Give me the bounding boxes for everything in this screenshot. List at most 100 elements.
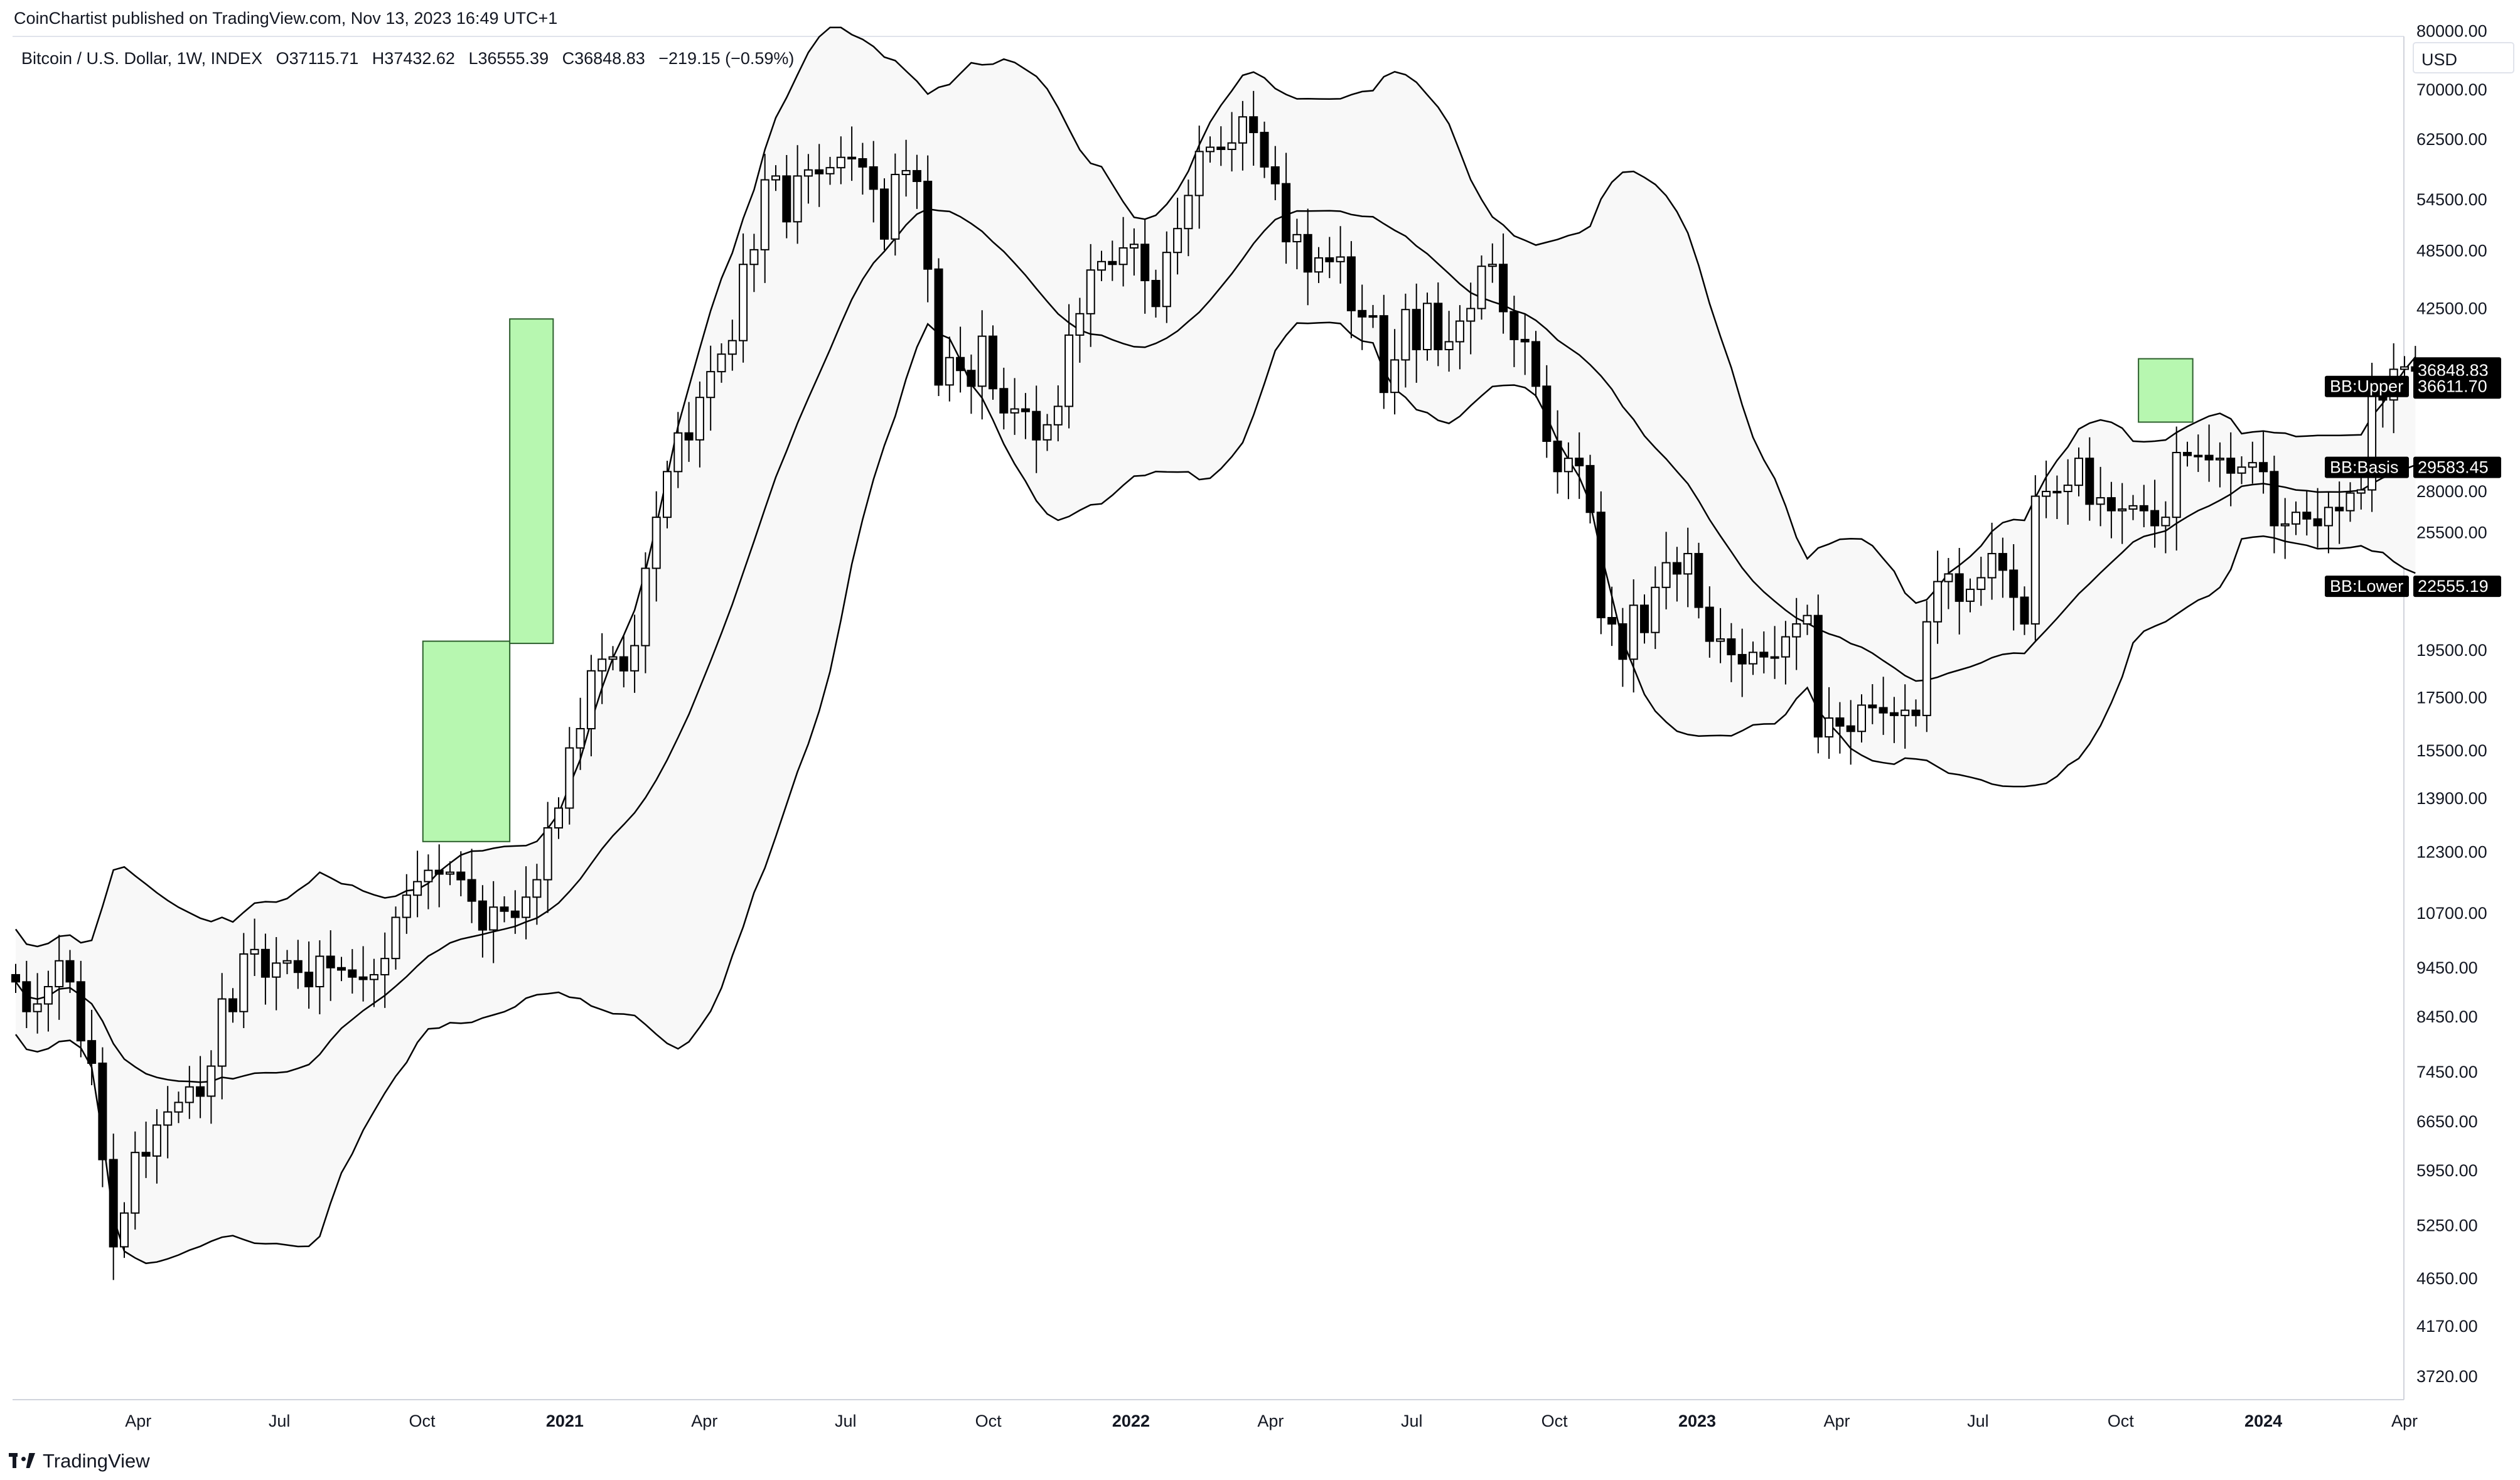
- candle-down: [1499, 264, 1508, 313]
- candle-down: [2009, 569, 2019, 598]
- candle-up: [1651, 586, 1660, 633]
- highlight-box: [422, 640, 511, 842]
- legend-high-label: H: [372, 49, 385, 68]
- candle-up: [489, 906, 498, 931]
- time-tick-label: Apr: [1823, 1412, 1850, 1430]
- legend-close-label: C: [562, 49, 575, 68]
- time-tick-label: Jul: [269, 1412, 291, 1430]
- price-tick-label: 28000.00: [2416, 482, 2487, 501]
- candle-up: [1336, 256, 1345, 262]
- candle-up: [2128, 505, 2138, 510]
- candle-up: [1770, 656, 1779, 659]
- candle-down: [1542, 385, 1552, 442]
- candle-up: [1825, 717, 1834, 737]
- candle-up: [717, 353, 726, 373]
- footer-brand[interactable]: TradingView: [9, 1450, 150, 1472]
- bb-basis-value: 29583.45: [2418, 458, 2489, 477]
- candle-up: [727, 340, 737, 355]
- candle-up: [706, 371, 716, 399]
- price-tick-label: 4170.00: [2416, 1317, 2478, 1336]
- candle-up: [739, 264, 748, 341]
- candle-up: [793, 175, 802, 223]
- candle-down: [76, 981, 85, 1042]
- candle-up: [1292, 233, 1302, 243]
- bb-basis-line: [14, 208, 2416, 1083]
- price-tick-label: 42500.00: [2416, 299, 2487, 318]
- candle-up: [803, 169, 813, 177]
- candle-down: [1346, 256, 1356, 311]
- candle-up: [565, 747, 574, 809]
- candle-up: [891, 173, 900, 240]
- candle-up: [1683, 553, 1693, 575]
- time-tick-label: Jul: [1401, 1412, 1423, 1430]
- candle-down: [967, 370, 976, 387]
- candle-down: [847, 156, 857, 160]
- candle-down: [1282, 183, 1291, 243]
- time-tick-label: Jul: [1967, 1412, 1989, 1430]
- candle-down: [1260, 132, 1269, 168]
- candle-up: [1118, 247, 1128, 265]
- candle-down: [1434, 303, 1443, 350]
- bb-upper-value-tag: [2413, 375, 2501, 397]
- candle-down: [684, 432, 694, 441]
- candle-up: [1043, 424, 1052, 441]
- candle-down: [1520, 338, 1530, 343]
- footer-brand-label: TradingView: [43, 1450, 150, 1472]
- price-tick-label: 62500.00: [2416, 130, 2487, 149]
- bb-lower-label: BB:Lower: [2330, 577, 2403, 596]
- candle-up: [945, 357, 954, 386]
- candle-down: [2139, 505, 2148, 512]
- candle-down: [1868, 704, 1877, 709]
- candle-down: [348, 969, 357, 978]
- highlight-box: [2138, 358, 2194, 423]
- highlight-box: [509, 318, 554, 645]
- candle-down: [1618, 623, 1627, 660]
- candle-up: [1401, 309, 1410, 361]
- candle-down: [2270, 471, 2279, 527]
- candle-up: [152, 1124, 161, 1157]
- candle-up: [695, 397, 704, 441]
- time-tick-label: Apr: [691, 1412, 717, 1430]
- candle-up: [2052, 491, 2062, 494]
- bb-lower-value-tag: [2413, 576, 2501, 598]
- candle-down: [1727, 638, 1736, 655]
- candle-up: [825, 167, 835, 174]
- price-tick-label: 70000.00: [2416, 80, 2487, 99]
- currency-box[interactable]: [2413, 42, 2514, 73]
- candle-up: [1455, 320, 1464, 343]
- time-tick-label: 2024: [2244, 1412, 2282, 1430]
- price-tick-label: 19500.00: [2416, 641, 2487, 660]
- candle-up: [2042, 491, 2051, 497]
- bb-lower-value: 22555.19: [2418, 577, 2489, 596]
- candle-down: [1694, 553, 1703, 608]
- candle-up: [608, 656, 618, 660]
- candle-up: [131, 1152, 140, 1214]
- price-tick-label: 5250.00: [2416, 1216, 2478, 1235]
- price-axis[interactable]: 104000.0092000.0080000.0070000.0062500.0…: [2416, 0, 2497, 1386]
- time-tick-label: Oct: [975, 1412, 1002, 1430]
- candle-up: [1086, 269, 1095, 314]
- price-tick-label: 3720.00: [2416, 1367, 2478, 1386]
- candle-up: [1206, 146, 1214, 153]
- price-tick-label: 25500.00: [2416, 523, 2487, 542]
- candle-down: [858, 158, 867, 168]
- candle-down: [1879, 707, 1888, 714]
- candle-up: [554, 807, 563, 828]
- candle-down: [815, 169, 824, 174]
- price-tick-label: 6650.00: [2416, 1112, 2478, 1131]
- candle-up: [901, 169, 911, 175]
- candle-down: [1358, 309, 1367, 318]
- bb-upper-label: BB:Upper: [2330, 377, 2403, 396]
- tradingview-logo-icon: [9, 1453, 36, 1469]
- candle-up: [532, 879, 542, 898]
- candle-down: [2150, 510, 2160, 527]
- candle-down: [467, 879, 476, 902]
- candle-down: [304, 972, 314, 987]
- bollinger-bands: [14, 26, 2416, 1265]
- candle-down: [1140, 244, 1150, 281]
- candle-down: [2085, 458, 2094, 505]
- candle-down: [196, 1086, 205, 1097]
- candle-down: [1325, 257, 1334, 262]
- time-axis[interactable]: Apr Jul Oct 2021 Apr Jul Oct 2022 Apr Jul Oct 2023 A…: [125, 1412, 2418, 1430]
